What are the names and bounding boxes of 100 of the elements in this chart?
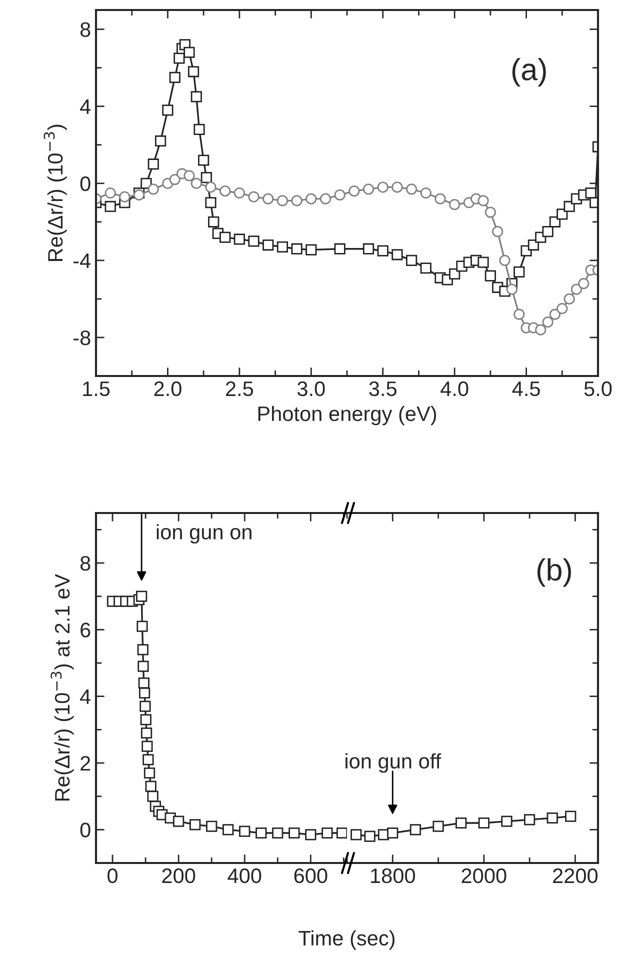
point: [119, 191, 130, 202]
point: [190, 178, 202, 189]
point: [276, 195, 288, 206]
y-tick-label: 4: [80, 690, 91, 704]
point: [162, 104, 174, 116]
point: [184, 170, 195, 182]
x-tick-label: 200: [162, 868, 196, 884]
point: [306, 244, 317, 256]
point: [377, 182, 388, 193]
point: [140, 178, 152, 189]
point: [546, 812, 558, 824]
point: [206, 820, 218, 832]
x-tick-label: 600: [294, 868, 328, 884]
y-axis-title: Re(Δr/r) (10$^{−3}$): [44, 124, 67, 261]
point: [137, 644, 148, 656]
point: [556, 303, 568, 314]
point: [198, 154, 210, 166]
x-tick-label: 4.5: [512, 382, 540, 396]
point: [104, 200, 116, 212]
point: [514, 308, 525, 320]
point: [392, 182, 403, 193]
point: [434, 193, 446, 204]
point: [142, 740, 153, 752]
point: [200, 172, 212, 184]
point: [148, 158, 159, 170]
point: [173, 816, 184, 827]
point: [549, 216, 561, 228]
point: [432, 820, 444, 832]
point: [239, 826, 250, 837]
point: [306, 193, 317, 204]
y-axis-title: Re(Δr/r) (10$^{−3}$) at 2.1 eV: [50, 574, 74, 801]
point: [514, 266, 525, 278]
point: [208, 216, 220, 228]
point: [334, 243, 346, 254]
x-tick-label: 400: [228, 868, 262, 884]
annotation: (a): [512, 58, 546, 86]
point: [154, 135, 166, 147]
point: [484, 270, 496, 282]
point: [484, 206, 496, 218]
point: [565, 810, 576, 822]
point: [420, 187, 432, 199]
x-tick-label: 3.5: [369, 381, 396, 396]
point: [190, 819, 201, 830]
point: [288, 827, 300, 839]
y-tick-label: -8: [74, 330, 90, 346]
point: [190, 91, 202, 102]
annotation: (b): [537, 558, 572, 587]
point: [205, 182, 216, 193]
point: [140, 700, 151, 712]
x-tick-label: 2000: [462, 868, 506, 884]
point: [478, 817, 490, 829]
point: [136, 590, 148, 602]
point: [276, 241, 288, 252]
point: [570, 284, 582, 295]
point: [449, 199, 460, 210]
x-axis-title: Photon energy (eV): [258, 406, 436, 426]
x-tick-label: 3.0: [297, 381, 325, 396]
point: [234, 187, 245, 199]
x-tick-label: 2.0: [154, 381, 182, 396]
point: [350, 829, 362, 840]
x-tick-label: 5.0: [584, 381, 612, 396]
point: [524, 814, 536, 826]
point: [138, 677, 150, 689]
point: [542, 226, 554, 238]
x-tick-label: 2200: [553, 868, 598, 884]
point: [138, 687, 150, 699]
point: [478, 256, 489, 268]
point: [272, 827, 284, 839]
point: [262, 239, 274, 251]
point: [362, 184, 374, 195]
point: [142, 754, 154, 766]
point: [262, 193, 274, 204]
point: [392, 249, 403, 260]
point: [140, 714, 152, 726]
point: [501, 816, 512, 827]
y-tick-label: 8: [80, 22, 90, 38]
point: [320, 193, 332, 204]
x-tick-label: 1.5: [83, 382, 110, 396]
point: [387, 827, 398, 839]
point: [549, 308, 561, 320]
point: [322, 827, 333, 839]
point: [169, 174, 180, 186]
point: [410, 824, 422, 836]
point: [578, 278, 590, 290]
x-tick-label: 1800: [371, 868, 415, 884]
point: [256, 827, 267, 839]
point: [222, 824, 234, 836]
point: [184, 46, 195, 58]
annotation: ion gun off: [346, 753, 442, 773]
point: [140, 727, 152, 739]
annotation: ion gun on: [156, 524, 252, 544]
point: [377, 245, 388, 256]
point: [585, 187, 596, 199]
y-tick-label: 6: [80, 622, 90, 638]
point: [506, 284, 518, 295]
point: [144, 767, 156, 779]
point: [291, 243, 302, 254]
point: [205, 197, 216, 208]
point: [478, 195, 489, 206]
x-tick-label: 2.5: [226, 381, 254, 396]
